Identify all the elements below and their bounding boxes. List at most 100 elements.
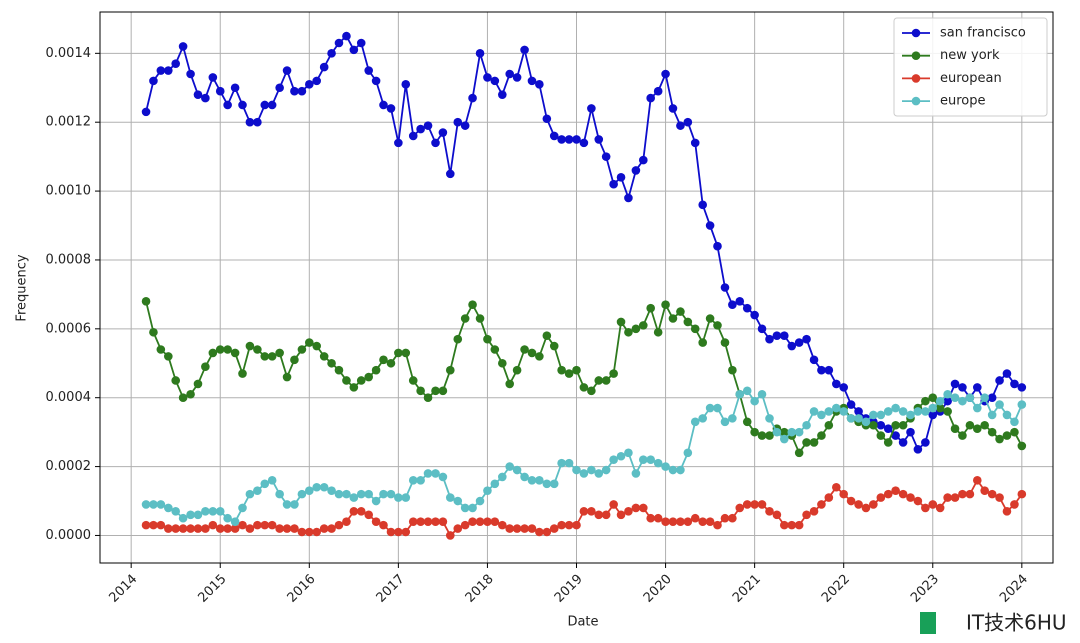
data-point	[178, 513, 188, 523]
data-point	[809, 507, 819, 516]
data-point	[898, 489, 908, 499]
data-point	[401, 493, 411, 502]
data-point	[683, 117, 693, 127]
data-point	[505, 462, 515, 471]
data-point	[854, 414, 863, 423]
data-point	[572, 465, 581, 475]
data-point	[572, 520, 581, 530]
data-point	[906, 493, 915, 502]
data-point	[238, 369, 247, 378]
data-point	[898, 438, 908, 447]
data-point	[267, 520, 277, 530]
data-point	[260, 520, 270, 530]
data-point	[527, 76, 537, 86]
data-point	[408, 376, 418, 385]
data-point	[535, 80, 544, 89]
y-tick-label: 0.0010	[46, 184, 92, 199]
data-point	[943, 493, 952, 502]
data-point	[1017, 400, 1027, 409]
data-point	[594, 135, 604, 144]
data-point	[713, 241, 722, 251]
x-tick-label: 2021	[730, 572, 764, 606]
data-point	[742, 500, 752, 509]
data-point	[995, 376, 1004, 385]
data-point	[520, 524, 529, 533]
data-point	[238, 520, 247, 530]
data-point	[883, 424, 893, 433]
data-point	[230, 524, 240, 533]
data-point	[327, 358, 336, 368]
data-point	[319, 62, 329, 72]
data-point	[394, 348, 403, 358]
data-point	[445, 169, 455, 179]
data-point	[408, 131, 418, 141]
data-point	[312, 76, 321, 86]
legend-label: new york	[940, 48, 1000, 63]
data-point	[668, 517, 678, 526]
data-point	[683, 448, 693, 458]
data-point	[601, 152, 611, 161]
data-point	[676, 517, 685, 526]
data-point	[245, 524, 255, 533]
data-point	[564, 135, 574, 144]
data-point	[898, 407, 908, 416]
data-point	[542, 114, 552, 124]
data-point	[742, 303, 752, 313]
data-point	[601, 465, 611, 475]
data-point	[809, 438, 819, 447]
data-point	[638, 155, 648, 165]
data-point	[193, 90, 203, 99]
data-point	[713, 321, 722, 330]
data-point	[616, 510, 626, 520]
data-point	[972, 476, 982, 485]
data-point	[935, 503, 945, 513]
data-point	[928, 393, 938, 403]
data-point	[995, 400, 1004, 409]
data-point	[342, 376, 351, 385]
data-point	[1002, 507, 1012, 516]
data-point	[987, 489, 997, 499]
data-point	[609, 179, 618, 189]
legend: san francisco new york european europe	[893, 17, 1048, 117]
data-point	[839, 489, 848, 499]
plot-frame	[99, 11, 1054, 564]
data-point	[498, 90, 507, 99]
data-point	[705, 314, 715, 323]
data-point	[141, 296, 151, 306]
data-point	[564, 458, 574, 468]
data-point	[290, 86, 299, 96]
data-point	[987, 393, 997, 403]
data-point	[505, 379, 515, 389]
data-point	[921, 396, 930, 406]
data-point	[245, 117, 255, 127]
data-point	[490, 345, 500, 354]
data-point	[579, 469, 589, 478]
data-point	[297, 527, 307, 537]
data-point	[950, 379, 960, 389]
data-point	[668, 314, 678, 323]
data-point	[980, 393, 989, 403]
data-point	[342, 489, 351, 499]
data-point	[921, 438, 930, 447]
data-point	[186, 389, 195, 399]
data-point	[408, 476, 418, 485]
data-point	[735, 296, 745, 306]
data-point	[557, 365, 566, 375]
data-point	[728, 414, 737, 423]
data-point	[342, 31, 351, 41]
data-point	[490, 76, 500, 86]
data-point	[720, 513, 730, 523]
legend-marker	[911, 28, 921, 38]
data-point	[423, 469, 433, 478]
data-point	[468, 300, 477, 310]
data-point	[416, 124, 425, 134]
data-point	[906, 410, 915, 420]
data-point	[772, 427, 782, 437]
data-point	[972, 403, 982, 413]
data-point	[364, 510, 374, 520]
data-point	[802, 420, 811, 430]
data-point	[416, 517, 425, 526]
data-point	[275, 83, 284, 93]
data-point	[445, 365, 455, 375]
data-point	[750, 310, 759, 320]
